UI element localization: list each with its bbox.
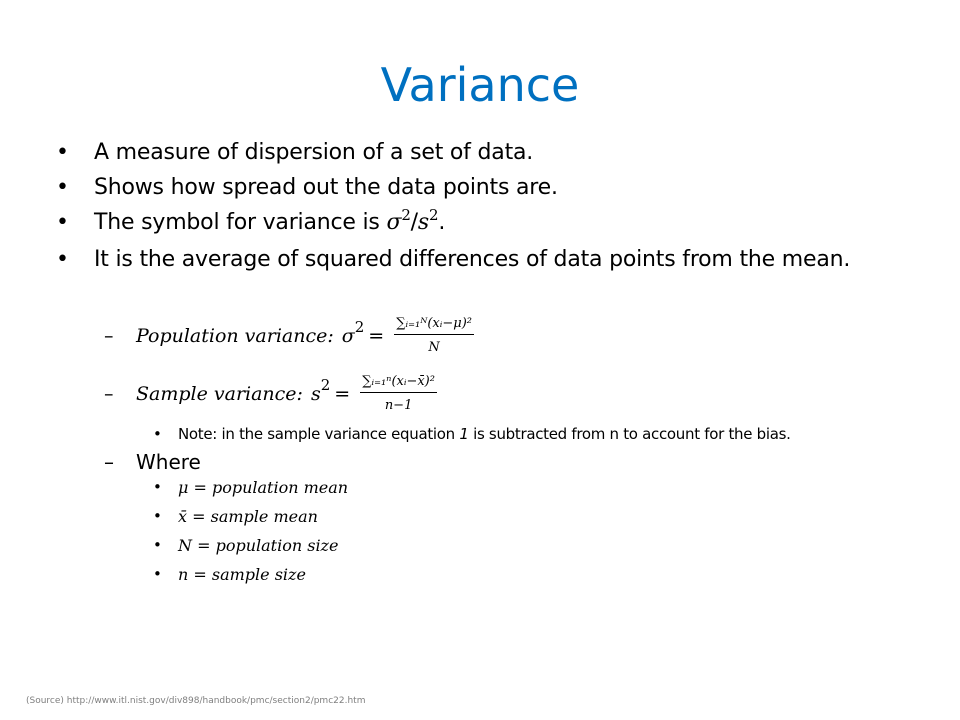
sample-lhs: s xyxy=(310,382,321,405)
where-label: Where xyxy=(136,450,201,474)
sample-denominator: n−1 xyxy=(384,398,413,413)
definition-text: x̄ = sample mean xyxy=(178,507,318,526)
bullet-dot-icon: • xyxy=(56,210,69,235)
bullet-text: The symbol for variance is σ2/s2. xyxy=(94,206,936,239)
bullet-text: It is the average of squared differences… xyxy=(94,247,851,272)
equals-sign: = xyxy=(334,382,351,405)
s-symbol: s xyxy=(417,210,429,235)
period: . xyxy=(438,210,446,235)
slash-symbol: / xyxy=(410,210,418,235)
sample-variance-note: • Note: in the sample variance equation … xyxy=(153,425,791,443)
definition-text: N = population size xyxy=(178,536,339,555)
sample-variance-label: Sample variance: xyxy=(136,382,303,405)
slide-title: Variance xyxy=(380,58,580,112)
bullet-dot-icon: • xyxy=(56,140,69,165)
bullet-dot-icon: • xyxy=(56,247,69,272)
equals-sign: = xyxy=(368,324,385,347)
sample-fraction: ∑ᵢ₌₁ⁿ(xᵢ−x̄)² n−1 xyxy=(360,374,437,413)
definition-text: μ = population mean xyxy=(178,478,349,497)
symbol-intro-text: The symbol for variance is xyxy=(94,210,380,235)
population-lhs: σ xyxy=(341,324,355,347)
bullet-item: • The symbol for variance is σ2/s2. xyxy=(56,206,936,239)
note-text-after: is subtracted from n to account for the … xyxy=(468,425,791,443)
dash-marker: – xyxy=(104,450,114,474)
dash-marker: – xyxy=(104,324,114,347)
bullet-dot-icon: • xyxy=(153,565,162,583)
sample-numerator: ∑ᵢ₌₁ⁿ(xᵢ−x̄)² xyxy=(360,374,437,393)
sigma-symbol: σ xyxy=(386,210,402,235)
bullet-dot-icon: • xyxy=(153,478,162,496)
bullet-dot-icon: • xyxy=(153,536,162,554)
dash-marker: – xyxy=(104,382,114,405)
definition-text: n = sample size xyxy=(178,565,306,584)
bullet-text: A measure of dispersion of a set of data… xyxy=(94,140,534,165)
bullet-item: • Shows how spread out the data points a… xyxy=(56,173,936,202)
population-fraction: ∑ᵢ₌₁ᴺ(xᵢ−μ)² N xyxy=(394,316,474,355)
population-numerator: ∑ᵢ₌₁ᴺ(xᵢ−μ)² xyxy=(394,316,474,335)
source-citation: (Source) http://www.itl.nist.gov/div898/… xyxy=(26,696,366,706)
bullet-dot-icon: • xyxy=(153,507,162,525)
bullet-dot-icon: • xyxy=(56,175,69,200)
where-heading: – Where xyxy=(104,450,201,474)
sigma-exponent: 2 xyxy=(401,206,411,224)
sample-lhs-exponent: 2 xyxy=(320,375,331,394)
bullet-list: • A measure of dispersion of a set of da… xyxy=(56,138,936,280)
bullet-dot-icon: • xyxy=(153,425,162,443)
bullet-item: • A measure of dispersion of a set of da… xyxy=(56,138,936,167)
bullet-item: • It is the average of squared differenc… xyxy=(56,245,936,274)
population-denominator: N xyxy=(428,340,440,355)
note-italic-one: 1 xyxy=(459,425,469,443)
population-lhs-exponent: 2 xyxy=(354,317,365,336)
population-variance-label: Population variance: xyxy=(136,324,334,347)
s-exponent: 2 xyxy=(428,206,439,224)
bullet-text: Shows how spread out the data points are… xyxy=(94,175,558,200)
note-text-before: Note: in the sample variance equation xyxy=(178,425,460,443)
note-text: Note: in the sample variance equation 1 … xyxy=(153,425,791,443)
